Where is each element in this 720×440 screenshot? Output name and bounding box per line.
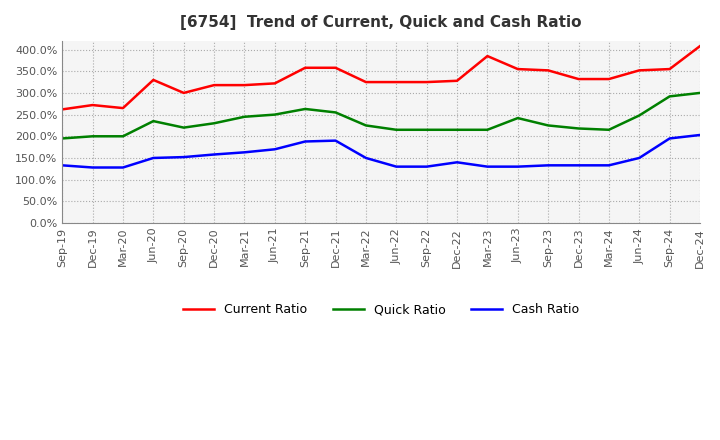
Current Ratio xyxy=(331,65,340,70)
Quick Ratio xyxy=(453,127,462,132)
Cash Ratio xyxy=(119,165,127,170)
Current Ratio xyxy=(149,77,158,83)
Current Ratio xyxy=(271,81,279,86)
Quick Ratio xyxy=(423,127,431,132)
Current Ratio xyxy=(89,103,97,108)
Quick Ratio xyxy=(361,123,370,128)
Current Ratio xyxy=(301,65,310,70)
Cash Ratio xyxy=(696,132,704,138)
Cash Ratio xyxy=(423,164,431,169)
Quick Ratio xyxy=(301,106,310,112)
Current Ratio xyxy=(240,82,249,88)
Quick Ratio xyxy=(240,114,249,119)
Cash Ratio xyxy=(544,163,552,168)
Quick Ratio xyxy=(575,126,583,131)
Cash Ratio xyxy=(453,160,462,165)
Quick Ratio xyxy=(271,112,279,117)
Line: Current Ratio: Current Ratio xyxy=(62,46,700,110)
Cash Ratio xyxy=(58,163,66,168)
Cash Ratio xyxy=(331,138,340,143)
Cash Ratio xyxy=(210,152,218,157)
Cash Ratio xyxy=(392,164,400,169)
Current Ratio xyxy=(575,77,583,82)
Cash Ratio xyxy=(240,150,249,155)
Cash Ratio xyxy=(301,139,310,144)
Legend: Current Ratio, Quick Ratio, Cash Ratio: Current Ratio, Quick Ratio, Cash Ratio xyxy=(179,298,584,322)
Current Ratio xyxy=(513,66,522,72)
Cash Ratio xyxy=(271,147,279,152)
Current Ratio xyxy=(392,80,400,85)
Quick Ratio xyxy=(179,125,188,130)
Quick Ratio xyxy=(392,127,400,132)
Quick Ratio xyxy=(149,118,158,124)
Current Ratio xyxy=(696,44,704,49)
Quick Ratio xyxy=(635,113,644,118)
Quick Ratio xyxy=(483,127,492,132)
Cash Ratio xyxy=(179,154,188,160)
Quick Ratio xyxy=(513,115,522,121)
Cash Ratio xyxy=(513,164,522,169)
Cash Ratio xyxy=(149,155,158,161)
Current Ratio xyxy=(483,53,492,59)
Cash Ratio xyxy=(361,155,370,161)
Quick Ratio xyxy=(665,94,674,99)
Current Ratio xyxy=(210,82,218,88)
Current Ratio xyxy=(423,80,431,85)
Current Ratio xyxy=(605,77,613,82)
Current Ratio xyxy=(544,68,552,73)
Quick Ratio xyxy=(89,134,97,139)
Line: Quick Ratio: Quick Ratio xyxy=(62,93,700,139)
Quick Ratio xyxy=(119,134,127,139)
Current Ratio xyxy=(361,80,370,85)
Quick Ratio xyxy=(58,136,66,141)
Cash Ratio xyxy=(483,164,492,169)
Quick Ratio xyxy=(544,123,552,128)
Current Ratio xyxy=(119,106,127,111)
Cash Ratio xyxy=(575,163,583,168)
Current Ratio xyxy=(58,107,66,112)
Line: Cash Ratio: Cash Ratio xyxy=(62,135,700,168)
Cash Ratio xyxy=(665,136,674,141)
Quick Ratio xyxy=(605,127,613,132)
Current Ratio xyxy=(665,66,674,72)
Cash Ratio xyxy=(89,165,97,170)
Cash Ratio xyxy=(605,163,613,168)
Quick Ratio xyxy=(210,121,218,126)
Cash Ratio xyxy=(635,155,644,161)
Current Ratio xyxy=(179,90,188,95)
Quick Ratio xyxy=(696,90,704,95)
Title: [6754]  Trend of Current, Quick and Cash Ratio: [6754] Trend of Current, Quick and Cash … xyxy=(181,15,582,30)
Current Ratio xyxy=(453,78,462,84)
Current Ratio xyxy=(635,68,644,73)
Quick Ratio xyxy=(331,110,340,115)
